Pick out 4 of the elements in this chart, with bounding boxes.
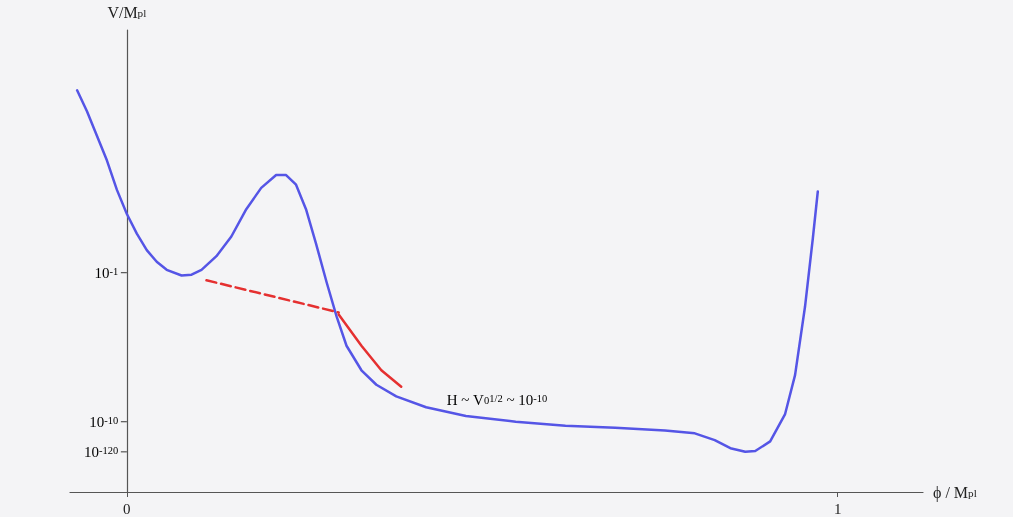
x-axis-title: ϕ / Mpl [933,483,977,502]
y-axis-title: V/Mpl [107,3,147,21]
x-tick-label: 1 [833,501,842,517]
x-tick-label: 0 [123,501,131,517]
